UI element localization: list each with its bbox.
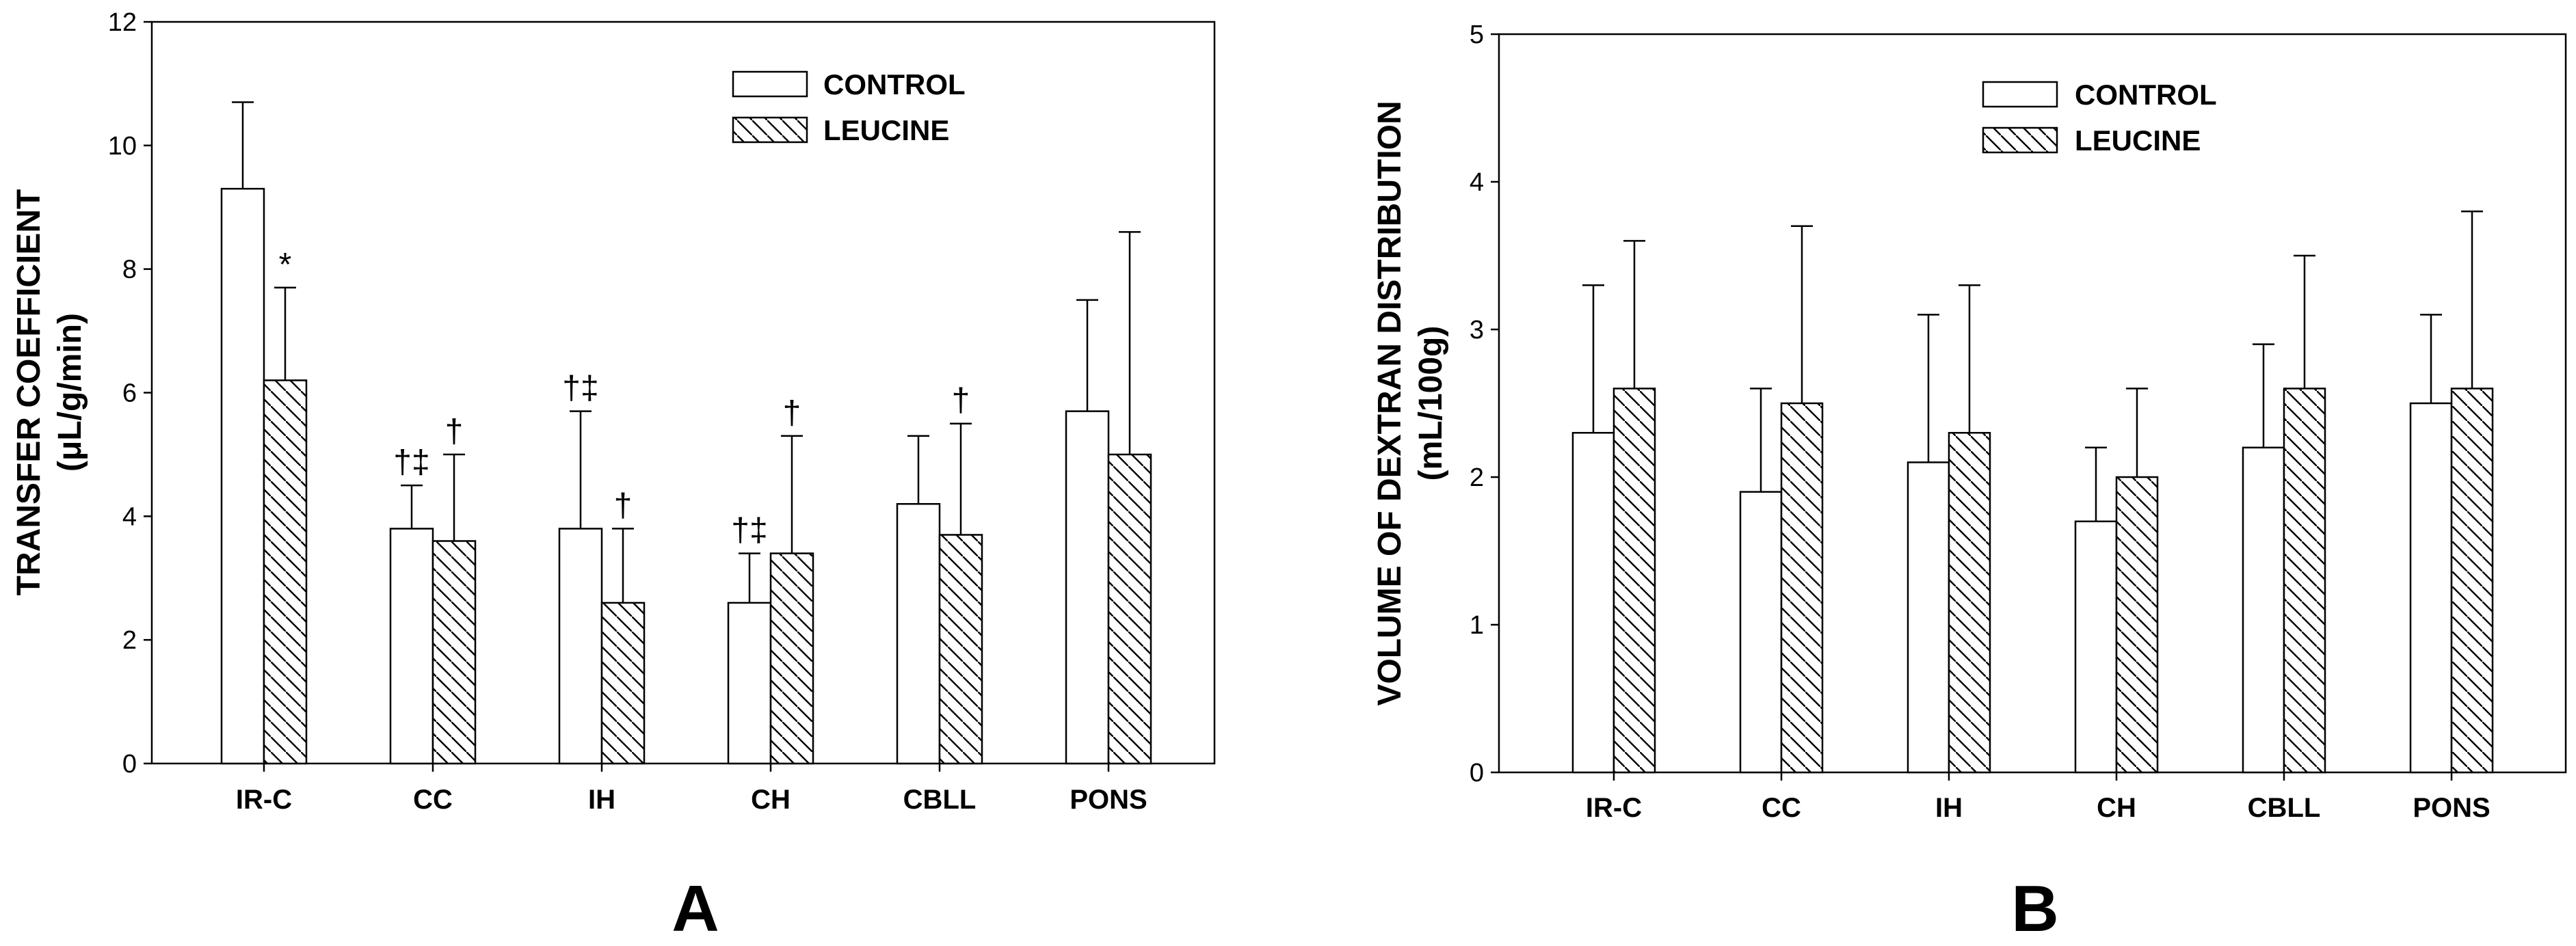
significance-marker: †‡	[731, 513, 767, 549]
y-axis: 0 2 4 6 8 10 12	[108, 8, 152, 779]
bar-group	[1571, 210, 2494, 774]
plot-frame	[150, 21, 1216, 765]
y-tick-label: 3	[1470, 316, 1484, 344]
bar-control-cc	[389, 528, 434, 765]
bar-leucine-ih	[1948, 431, 1991, 774]
y-axis-title: TRANSFER COEFFICIENT	[11, 189, 47, 596]
y-tick-label: 5	[1470, 21, 1484, 49]
panel-letter: A	[672, 872, 719, 945]
y-tick-label: 1	[1470, 611, 1484, 640]
category-label: IH	[1935, 793, 1963, 823]
x-axis-labels: IR-C CC IH CH CBLL PONS	[236, 763, 1147, 815]
significance-marker: †	[445, 414, 464, 450]
y-axis-units: (μL/g/min)	[52, 313, 88, 472]
y-tick-label: 4	[122, 502, 137, 531]
bar-control-pons	[2409, 402, 2453, 774]
bar-control-ir-c	[1571, 431, 1615, 774]
bar-control-ih	[1907, 461, 1950, 774]
y-tick-label: 8	[122, 256, 137, 284]
significance-marker: †	[952, 383, 970, 419]
bar-group	[220, 101, 1152, 765]
bar-control-ih	[558, 528, 603, 765]
bar-control-pons	[1065, 410, 1110, 765]
category-label: IR-C	[236, 785, 292, 815]
legend-label-control: CONTROL	[2075, 79, 2217, 111]
y-tick-label: 4	[1470, 168, 1484, 197]
category-label: CH	[751, 785, 791, 815]
category-label: CBLL	[903, 785, 977, 815]
bar-leucine-ch	[769, 552, 814, 765]
significance-marker: †	[783, 395, 801, 431]
y-tick-label: 2	[122, 626, 137, 655]
significance-marker: †‡	[562, 370, 598, 407]
significance-marker: *	[279, 247, 292, 283]
bar-leucine-ir-c	[1612, 388, 1656, 774]
legend-swatch-leucine	[1982, 126, 2058, 154]
y-axis-title: VOLUME OF DEXTRAN DISTRIBUTION	[1372, 100, 1408, 705]
category-label: PONS	[2413, 793, 2490, 823]
legend: CONTROL LEUCINE	[1982, 79, 2217, 157]
bar-leucine-cbll	[2283, 388, 2326, 774]
bar-control-ir-c	[220, 187, 265, 765]
y-tick-label: 2	[1470, 463, 1484, 492]
bar-leucine-cbll	[938, 534, 983, 765]
panel-b: 0 1 2 3 4 5 IR-C CC IH CH CBLL PONS VOLUME OF DEXT…	[1372, 21, 2567, 945]
bar-leucine-pons	[1107, 453, 1152, 765]
annotation-group: * †‡ † †‡ † †‡ † †	[279, 247, 970, 549]
y-axis-units: (mL/100g)	[1413, 326, 1449, 481]
legend-swatch-control	[1982, 81, 2058, 108]
x-axis-labels: IR-C CC IH CH CBLL PONS	[1586, 772, 2491, 823]
bar-control-cbll	[896, 503, 941, 765]
bar-leucine-pons	[2450, 388, 2494, 774]
y-tick-label: 12	[108, 8, 137, 37]
legend-label-leucine: LEUCINE	[2075, 124, 2201, 157]
bar-control-ch	[2074, 520, 2118, 774]
legend-label-leucine: LEUCINE	[823, 114, 949, 146]
bar-control-cbll	[2242, 446, 2285, 774]
significance-marker: †‡	[393, 444, 429, 481]
bar-leucine-ch	[2115, 476, 2159, 774]
legend-swatch-control	[732, 70, 808, 98]
significance-marker: †	[614, 487, 633, 524]
category-label: CH	[2097, 793, 2136, 823]
y-axis: 0 1 2 3 4 5	[1470, 21, 1499, 787]
bar-control-ch	[727, 602, 772, 765]
y-tick-label: 10	[108, 132, 137, 161]
bar-leucine-ir-c	[263, 379, 308, 765]
plot-frame	[1498, 33, 2567, 774]
bar-leucine-cc	[431, 540, 477, 765]
legend-swatch-leucine	[732, 116, 808, 144]
category-label: IH	[588, 785, 615, 815]
bar-control-cc	[1739, 491, 1783, 774]
panel-a: 0 2 4 6 8 10 12 * †‡ † †‡ † †‡ † † IR-C CC IH CH CBLL PONS…	[11, 8, 1216, 945]
bar-leucine-cc	[1780, 402, 1824, 774]
category-label: IR-C	[1586, 793, 1642, 823]
y-tick-label: 6	[122, 379, 137, 408]
legend: CONTROL LEUCINE	[732, 68, 966, 146]
category-label: CC	[1762, 793, 1801, 823]
y-tick-label: 0	[122, 750, 137, 779]
legend-label-control: CONTROL	[823, 68, 966, 100]
panel-letter: B	[2011, 872, 2058, 945]
category-label: CBLL	[2248, 793, 2321, 823]
category-label: CC	[413, 785, 453, 815]
category-label: PONS	[1070, 785, 1147, 815]
bar-leucine-ih	[600, 602, 646, 765]
y-tick-label: 0	[1470, 759, 1484, 787]
